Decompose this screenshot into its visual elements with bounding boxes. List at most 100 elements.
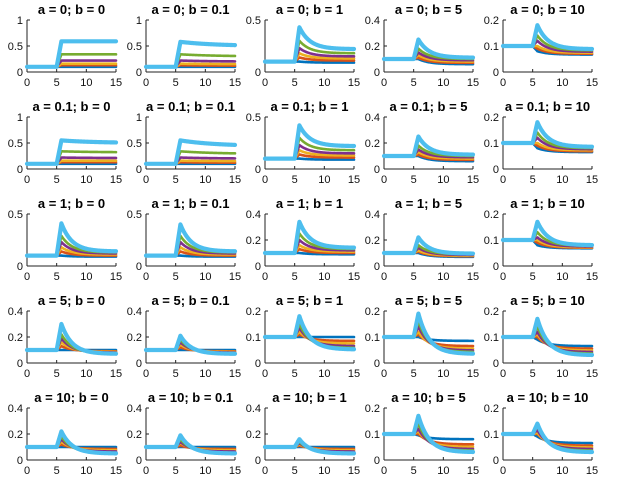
x-tick-label: 15 <box>110 368 122 380</box>
series-line <box>381 37 476 62</box>
panel-title: a = 10; b = 0.1 <box>148 390 233 405</box>
y-tick-label: 0 <box>493 67 499 79</box>
panel-title: a = 0; b = 0 <box>38 2 105 17</box>
x-tick-label: 10 <box>556 77 568 89</box>
y-tick-label: 0 <box>493 261 499 273</box>
series-line <box>143 138 238 166</box>
x-tick-label: 5 <box>173 368 179 380</box>
x-tick-label: 0 <box>143 465 149 477</box>
panel-title: a = 0; b = 0.1 <box>151 2 229 17</box>
x-tick-label: 15 <box>110 271 122 283</box>
panel: a = 10; b = 5 0 0.1 0.2 0 5 10 15 <box>365 390 479 477</box>
series-line <box>500 120 595 149</box>
series-line <box>24 429 119 456</box>
y-tick-label: 0 <box>255 261 261 273</box>
y-tick-label: 0.4 <box>127 306 142 318</box>
x-tick-label: 10 <box>80 465 92 477</box>
x-tick-label: 10 <box>318 465 330 477</box>
y-tick-label: 1 <box>136 15 142 27</box>
series-line <box>143 433 238 456</box>
y-tick-label: 0.5 <box>246 15 261 27</box>
x-tick-label: 10 <box>199 174 211 186</box>
panel: a = 0.1; b = 1 0 0.5 0 5 10 15 <box>246 99 360 186</box>
y-tick-label: 0.4 <box>246 209 261 221</box>
x-tick-label: 10 <box>437 465 449 477</box>
x-tick-label: 5 <box>173 465 179 477</box>
y-tick-label: 0 <box>374 67 380 79</box>
x-tick-label: 5 <box>292 77 298 89</box>
panel: a = 0; b = 1 0 0.5 0 5 10 15 <box>246 2 360 89</box>
x-tick-label: 0 <box>500 465 506 477</box>
panel: a = 5; b = 10 0 0.1 0.2 0 5 10 15 <box>484 293 598 380</box>
y-tick-label: 0 <box>17 67 23 79</box>
panel: a = 1; b = 1 0 0.2 0.4 0 5 10 15 <box>246 196 360 283</box>
y-tick-label: 0.2 <box>127 332 142 344</box>
y-tick-label: 0.2 <box>246 429 261 441</box>
y-tick-label: 0.5 <box>127 209 142 221</box>
x-tick-label: 0 <box>500 174 506 186</box>
x-tick-label: 10 <box>80 271 92 283</box>
series-line <box>500 421 595 455</box>
x-tick-label: 15 <box>586 271 598 283</box>
x-tick-label: 5 <box>54 77 60 89</box>
x-tick-label: 15 <box>586 77 598 89</box>
y-tick-label: 0.1 <box>246 332 261 344</box>
panel-title: a = 5; b = 10 <box>510 293 584 308</box>
panel: a = 1; b = 5 0 0.2 0.4 0 5 10 15 <box>365 196 479 283</box>
y-tick-label: 0.2 <box>484 306 499 318</box>
y-tick-label: 0 <box>255 164 261 176</box>
x-tick-label: 10 <box>556 271 568 283</box>
y-tick-label: 0.2 <box>365 138 380 150</box>
y-tick-label: 0.2 <box>365 403 380 415</box>
x-tick-label: 0 <box>500 77 506 89</box>
panel-title: a = 5; b = 1 <box>276 293 343 308</box>
x-tick-label: 10 <box>437 77 449 89</box>
panel-title: a = 0.1; b = 5 <box>389 99 467 114</box>
y-tick-label: 0 <box>374 261 380 273</box>
x-tick-label: 15 <box>229 174 241 186</box>
y-tick-label: 0.2 <box>8 332 23 344</box>
x-tick-label: 0 <box>381 368 387 380</box>
x-tick-label: 15 <box>586 368 598 380</box>
x-tick-label: 0 <box>24 77 30 89</box>
x-tick-label: 0 <box>24 368 30 380</box>
x-tick-label: 15 <box>110 465 122 477</box>
panel: a = 1; b = 10 0 0.1 0.2 0 5 10 15 <box>484 196 598 283</box>
x-tick-label: 5 <box>530 174 536 186</box>
x-tick-label: 0 <box>262 368 268 380</box>
x-tick-label: 0 <box>381 465 387 477</box>
series-line <box>24 138 119 166</box>
x-tick-label: 0 <box>381 271 387 283</box>
y-tick-label: 0 <box>374 358 380 370</box>
x-tick-label: 15 <box>348 368 360 380</box>
x-tick-label: 10 <box>437 174 449 186</box>
panel-title: a = 0.1; b = 10 <box>505 99 590 114</box>
y-tick-label: 0.2 <box>365 306 380 318</box>
y-tick-label: 0 <box>17 261 23 273</box>
x-tick-label: 10 <box>80 174 92 186</box>
panel: a = 1; b = 0.1 0 0.5 0 5 10 15 <box>127 196 241 283</box>
x-tick-label: 5 <box>54 465 60 477</box>
panel-title: a = 0; b = 1 <box>276 2 343 17</box>
series-line <box>24 39 119 69</box>
y-tick-label: 0.4 <box>8 306 23 318</box>
y-tick-label: 0.1 <box>484 41 499 53</box>
y-tick-label: 0 <box>255 67 261 79</box>
panel: a = 0.1; b = 5 0 0.2 0.4 0 5 10 15 <box>365 99 479 186</box>
series-line <box>381 134 476 159</box>
x-tick-label: 5 <box>292 271 298 283</box>
y-tick-label: 0.1 <box>484 235 499 247</box>
x-tick-label: 0 <box>500 271 506 283</box>
x-tick-label: 0 <box>143 368 149 380</box>
panel: a = 0; b = 10 0 0.1 0.2 0 5 10 15 <box>484 2 598 89</box>
series-line <box>381 311 476 356</box>
y-tick-label: 0.4 <box>127 403 142 415</box>
y-tick-label: 0 <box>255 455 261 467</box>
x-tick-label: 0 <box>262 271 268 283</box>
x-tick-label: 0 <box>381 174 387 186</box>
series-line <box>381 235 476 256</box>
x-tick-label: 10 <box>199 465 211 477</box>
panel: a = 0.1; b = 0.100.510 5 10 15 <box>127 99 241 186</box>
x-tick-label: 10 <box>318 368 330 380</box>
